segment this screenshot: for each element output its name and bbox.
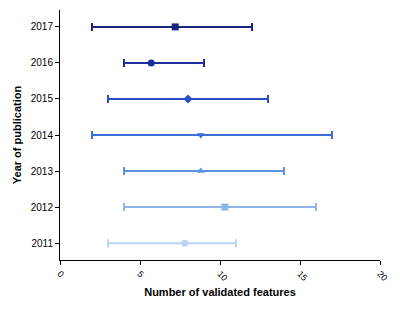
svg-text:2012: 2012 xyxy=(31,202,54,213)
svg-text:15: 15 xyxy=(295,269,309,283)
svg-text:5: 5 xyxy=(135,269,146,280)
svg-text:2014: 2014 xyxy=(31,130,54,141)
svg-text:20: 20 xyxy=(375,269,389,283)
svg-text:2013: 2013 xyxy=(31,166,54,177)
svg-text:2011: 2011 xyxy=(31,238,53,249)
svg-text:2016: 2016 xyxy=(31,57,54,68)
svg-text:Number of validated features: Number of validated features xyxy=(144,286,296,298)
svg-text:Year of publication: Year of publication xyxy=(11,86,23,185)
svg-text:2015: 2015 xyxy=(31,93,54,104)
svg-text:0: 0 xyxy=(55,269,66,280)
svg-text:10: 10 xyxy=(215,269,229,283)
svg-text:2017: 2017 xyxy=(31,21,54,32)
